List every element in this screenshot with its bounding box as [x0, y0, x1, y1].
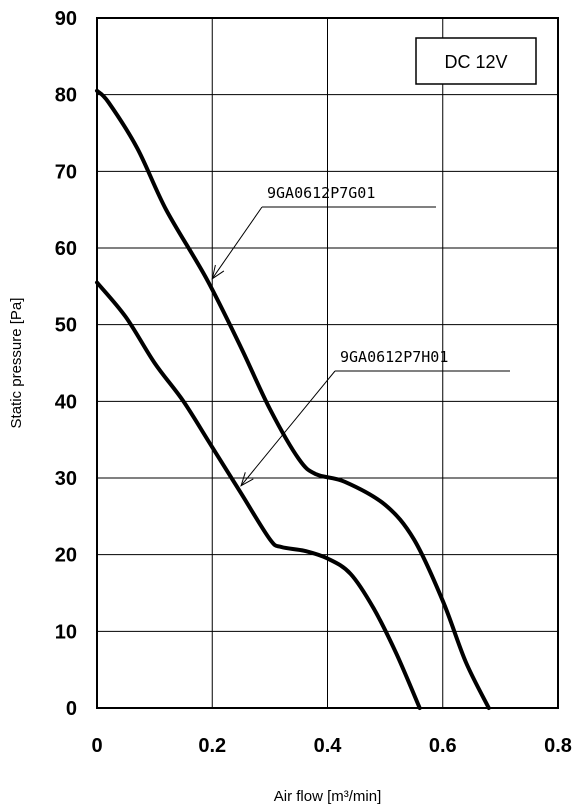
legend-box: DC 12V — [415, 37, 537, 85]
x-tick-label: 0.2 — [198, 735, 226, 757]
curve-label-1: 9GA0612P7G01 — [267, 184, 375, 202]
leader-line-2 — [240, 370, 336, 486]
y-tick-label: 30 — [55, 468, 77, 490]
y-tick-label: 70 — [55, 161, 77, 183]
y-tick-label: 40 — [55, 391, 77, 413]
y-tick-label: 20 — [55, 545, 77, 567]
y-tick-label: 50 — [55, 315, 77, 337]
y-tick-label: 60 — [55, 238, 77, 260]
curve-label-2: 9GA0612P7H01 — [340, 348, 448, 366]
x-tick-label: 0 — [91, 735, 102, 757]
x-tick-label: 0.8 — [544, 735, 572, 757]
leader-line-1 — [211, 206, 263, 279]
series-line-1 — [95, 88, 491, 710]
leader-arrowhead-1 — [211, 264, 225, 280]
y-tick-label: 10 — [55, 621, 77, 643]
series-line-2 — [95, 280, 422, 710]
curves — [95, 88, 491, 710]
y-tick-label: 0 — [66, 698, 77, 720]
legend-box-label: DC 12V — [444, 52, 507, 72]
annotations: 9GA0612P7G01 9GA0612P7H01 — [211, 184, 510, 487]
x-tick-label: 0.6 — [429, 735, 457, 757]
leader-arrowhead-2 — [240, 472, 254, 487]
grid — [96, 17, 559, 709]
plot-frame — [96, 17, 559, 709]
y-axis-title: Static pressure [Pa] — [8, 298, 25, 429]
x-axis-title: Air flow [m³/min] — [274, 788, 382, 805]
tick-labels: 0 0.2 0.4 0.6 0.8 0 10 20 30 40 50 60 70 80 90 — [55, 8, 572, 757]
y-tick-label: 90 — [55, 8, 77, 30]
legend-box-frame — [415, 37, 537, 85]
y-tick-label: 80 — [55, 85, 77, 107]
x-tick-label: 0.4 — [314, 735, 343, 757]
